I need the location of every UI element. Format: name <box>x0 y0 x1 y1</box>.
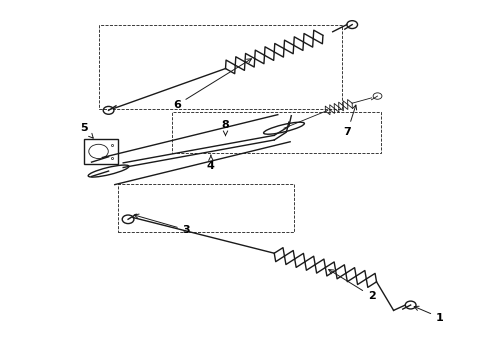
Text: 1: 1 <box>414 306 444 323</box>
Text: 8: 8 <box>221 120 229 135</box>
Text: 7: 7 <box>343 105 357 137</box>
Bar <box>172 112 381 153</box>
Bar <box>84 139 118 164</box>
Text: 6: 6 <box>173 59 251 110</box>
Bar <box>99 24 343 109</box>
Bar <box>118 184 294 232</box>
Text: 5: 5 <box>80 123 93 138</box>
Text: 4: 4 <box>207 155 215 171</box>
Text: 3: 3 <box>134 214 190 235</box>
Text: 2: 2 <box>329 270 375 301</box>
